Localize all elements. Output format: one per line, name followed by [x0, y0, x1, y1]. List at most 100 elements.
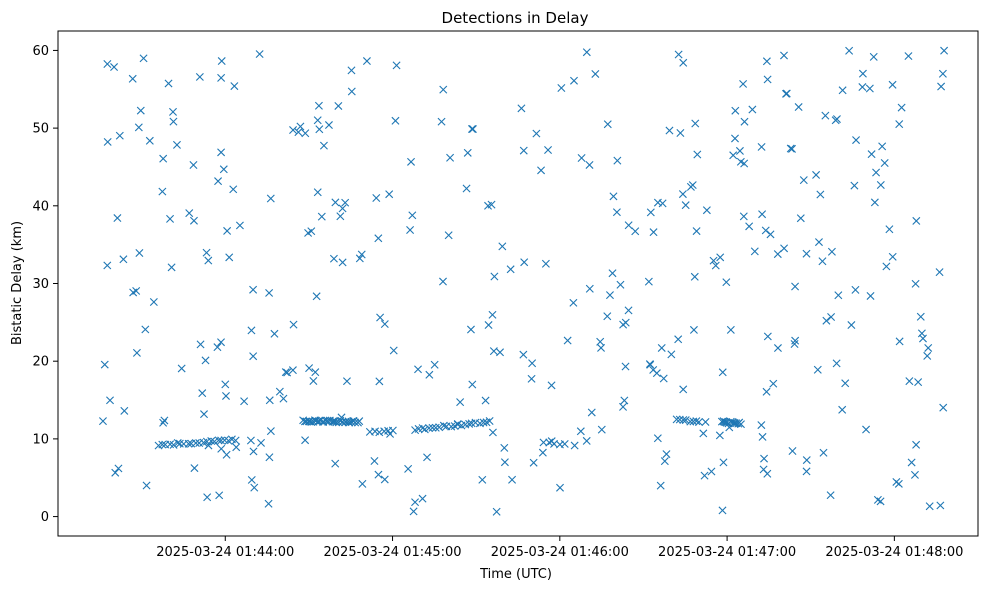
data-point — [527, 374, 536, 383]
data-point — [266, 427, 275, 436]
data-point — [924, 343, 933, 352]
data-point — [652, 369, 661, 378]
data-point — [827, 247, 836, 256]
data-point — [283, 368, 292, 377]
data-point — [676, 129, 685, 137]
data-point — [465, 419, 474, 428]
data-point — [838, 405, 847, 414]
data-point — [134, 123, 143, 132]
data-point — [603, 312, 612, 321]
data-point — [692, 417, 701, 426]
data-point — [569, 298, 578, 307]
data-point — [357, 250, 366, 259]
data-point — [605, 291, 614, 300]
data-point — [869, 52, 878, 61]
data-point — [424, 424, 433, 433]
data-point — [113, 214, 122, 223]
data-point — [468, 125, 477, 134]
data-point — [679, 58, 688, 67]
data-point — [196, 340, 205, 349]
data-point — [907, 458, 916, 467]
data-point — [142, 481, 151, 490]
x-axis: 2025-03-24 01:44:00 2025-03-24 01:45:00 20… — [156, 536, 963, 560]
data-point — [215, 491, 224, 500]
data-point — [198, 389, 207, 398]
data-point — [235, 221, 244, 230]
data-point — [111, 468, 120, 477]
data-point — [692, 227, 701, 236]
data-point — [715, 431, 724, 440]
data-point — [217, 73, 226, 82]
data-point — [203, 493, 212, 502]
data-point — [832, 359, 841, 368]
data-point — [813, 365, 822, 374]
plot-area-frame — [57, 30, 979, 537]
data-point — [761, 226, 770, 235]
data-point — [937, 82, 946, 91]
data-point — [100, 360, 109, 369]
data-point — [315, 125, 324, 134]
data-point — [780, 244, 789, 253]
data-point — [159, 154, 168, 163]
data-point — [693, 150, 702, 159]
data-point — [827, 313, 836, 321]
data-point — [591, 69, 600, 78]
data-point — [488, 428, 497, 437]
data-point — [508, 475, 517, 484]
data-point — [279, 394, 288, 403]
data-point — [389, 346, 398, 355]
data-point — [597, 425, 606, 434]
data-point — [624, 221, 633, 230]
data-point — [266, 194, 275, 203]
data-point — [726, 325, 735, 334]
data-point — [406, 226, 415, 234]
data-point — [882, 262, 891, 271]
data-point — [885, 225, 894, 234]
data-point — [653, 434, 662, 443]
data-point — [201, 356, 210, 365]
data-point — [189, 216, 198, 225]
data-point — [265, 453, 274, 462]
data-point — [184, 439, 193, 448]
data-point — [372, 194, 381, 203]
data-point — [158, 187, 167, 196]
data-point — [314, 101, 323, 110]
data-point — [866, 291, 875, 300]
data-point — [791, 282, 800, 291]
data-point — [719, 458, 728, 467]
data-point — [376, 313, 385, 322]
data-point — [139, 54, 148, 63]
data-point — [467, 125, 476, 133]
data-point — [158, 440, 167, 449]
data-point — [585, 160, 594, 169]
data-point — [646, 360, 655, 369]
data-point — [135, 249, 144, 257]
data-point — [264, 499, 273, 508]
data-point — [217, 338, 226, 347]
data-point — [479, 418, 488, 427]
data-point — [329, 417, 338, 426]
data-point — [834, 291, 843, 300]
data-point — [769, 379, 778, 388]
data-point — [177, 364, 186, 373]
data-point — [265, 396, 274, 405]
data-point — [149, 297, 158, 306]
x-tick-label: 2025-03-24 01:45:00 — [324, 545, 462, 560]
data-point — [222, 450, 231, 459]
data-point — [313, 116, 322, 125]
data-point — [355, 254, 364, 263]
data-point — [324, 121, 333, 130]
data-point — [667, 350, 676, 359]
data-point — [766, 230, 775, 239]
data-point — [665, 126, 674, 135]
data-point — [191, 439, 200, 448]
data-point — [545, 438, 554, 447]
data-point — [690, 272, 699, 281]
data-point — [729, 151, 738, 160]
data-point — [609, 192, 618, 201]
data-point — [311, 368, 320, 377]
data-point — [790, 340, 799, 349]
data-point — [895, 120, 904, 129]
data-point — [519, 350, 528, 359]
data-point — [529, 458, 538, 467]
